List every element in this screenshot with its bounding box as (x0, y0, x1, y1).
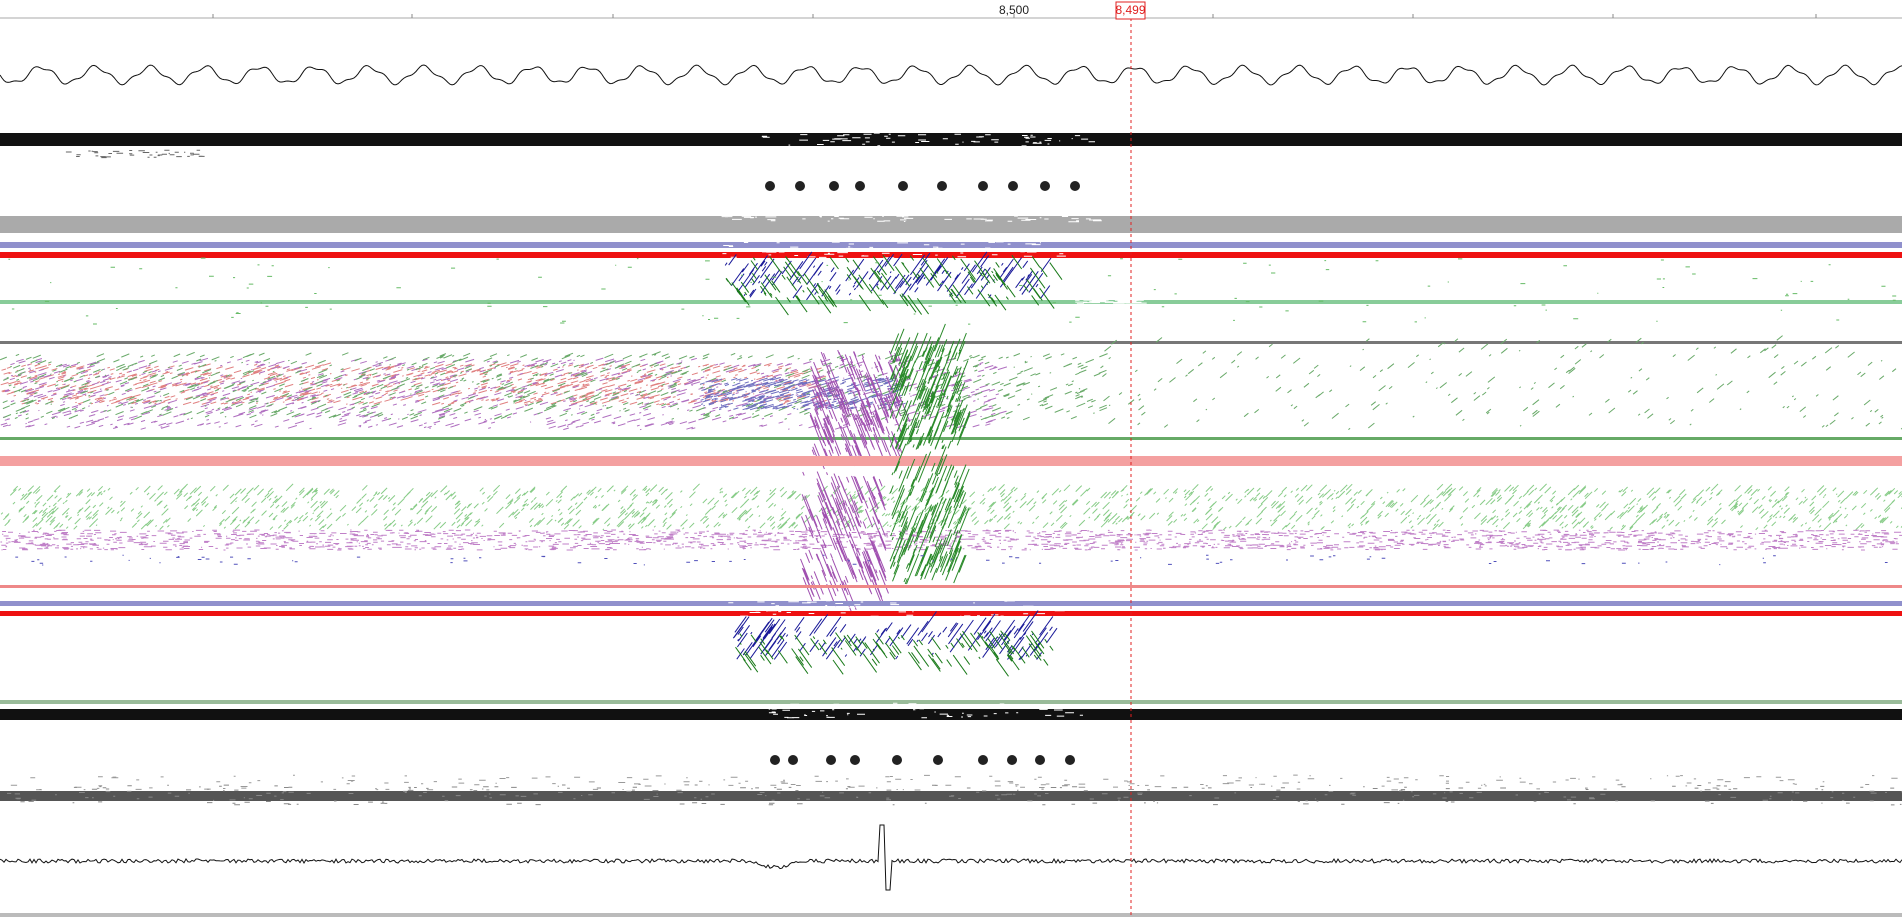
pink-band (0, 456, 1902, 466)
diag-green3 (889, 443, 970, 585)
red-thin (0, 585, 1902, 588)
blob (855, 181, 865, 191)
blob (795, 181, 805, 191)
feature-gaps (761, 132, 1095, 147)
green-gaps (1075, 299, 1147, 305)
blob (829, 181, 839, 191)
blue-sparse (15, 554, 1888, 566)
green-sparse-r (1100, 335, 1902, 430)
blob (978, 181, 988, 191)
blob (978, 755, 988, 765)
blob (892, 755, 902, 765)
blue-line (0, 242, 1902, 248)
blob (788, 755, 798, 765)
blob (826, 755, 836, 765)
gray-band (0, 216, 1902, 233)
diag-green4 (735, 630, 1054, 677)
blob (1070, 181, 1080, 191)
darkgray-noise (7, 784, 1902, 806)
line-gaps (722, 239, 1066, 259)
cursor-box (1115, 1, 1146, 20)
blob (1065, 755, 1075, 765)
purple-noise-2 (0, 529, 1902, 551)
sparse-green (8, 257, 1897, 325)
blob (765, 181, 775, 191)
feature-noise (65, 149, 205, 159)
blob (1008, 181, 1018, 191)
diag-purple (809, 349, 911, 470)
green-noise (0, 351, 1108, 421)
diag-blue (724, 251, 1052, 301)
blob (937, 181, 947, 191)
tracks (0, 64, 1902, 917)
blob (1007, 755, 1017, 765)
diag-green2 (889, 323, 971, 450)
black-gaps-2 (768, 702, 1083, 719)
feature-band (0, 133, 1902, 146)
blob (770, 755, 780, 765)
blue-line-2 (0, 601, 1902, 606)
black-band-2 (0, 709, 1902, 720)
frame-plot (0, 64, 1902, 86)
blob (1040, 181, 1050, 191)
green-line (0, 300, 1902, 304)
red-line-2 (0, 611, 1902, 616)
gray-line (0, 341, 1902, 344)
blob (898, 181, 908, 191)
gray-band-2 (0, 700, 1902, 704)
gray-noise-3 (10, 774, 1898, 791)
ruler-label: 8,500 (999, 3, 1029, 17)
blob (850, 755, 860, 765)
line-gaps-2 (721, 597, 1065, 619)
blob (1035, 755, 1045, 765)
ruler-ticks (212, 14, 1817, 18)
cursor-label: 8,499 (1115, 3, 1145, 17)
bottom-line (0, 913, 1902, 917)
diag-purple2 (800, 471, 889, 615)
green-line-2 (0, 437, 1902, 440)
gray-gaps (721, 215, 1102, 223)
red-line (0, 252, 1902, 258)
signal-plot (0, 824, 1902, 891)
diag-green (725, 254, 1063, 316)
blob (933, 755, 943, 765)
